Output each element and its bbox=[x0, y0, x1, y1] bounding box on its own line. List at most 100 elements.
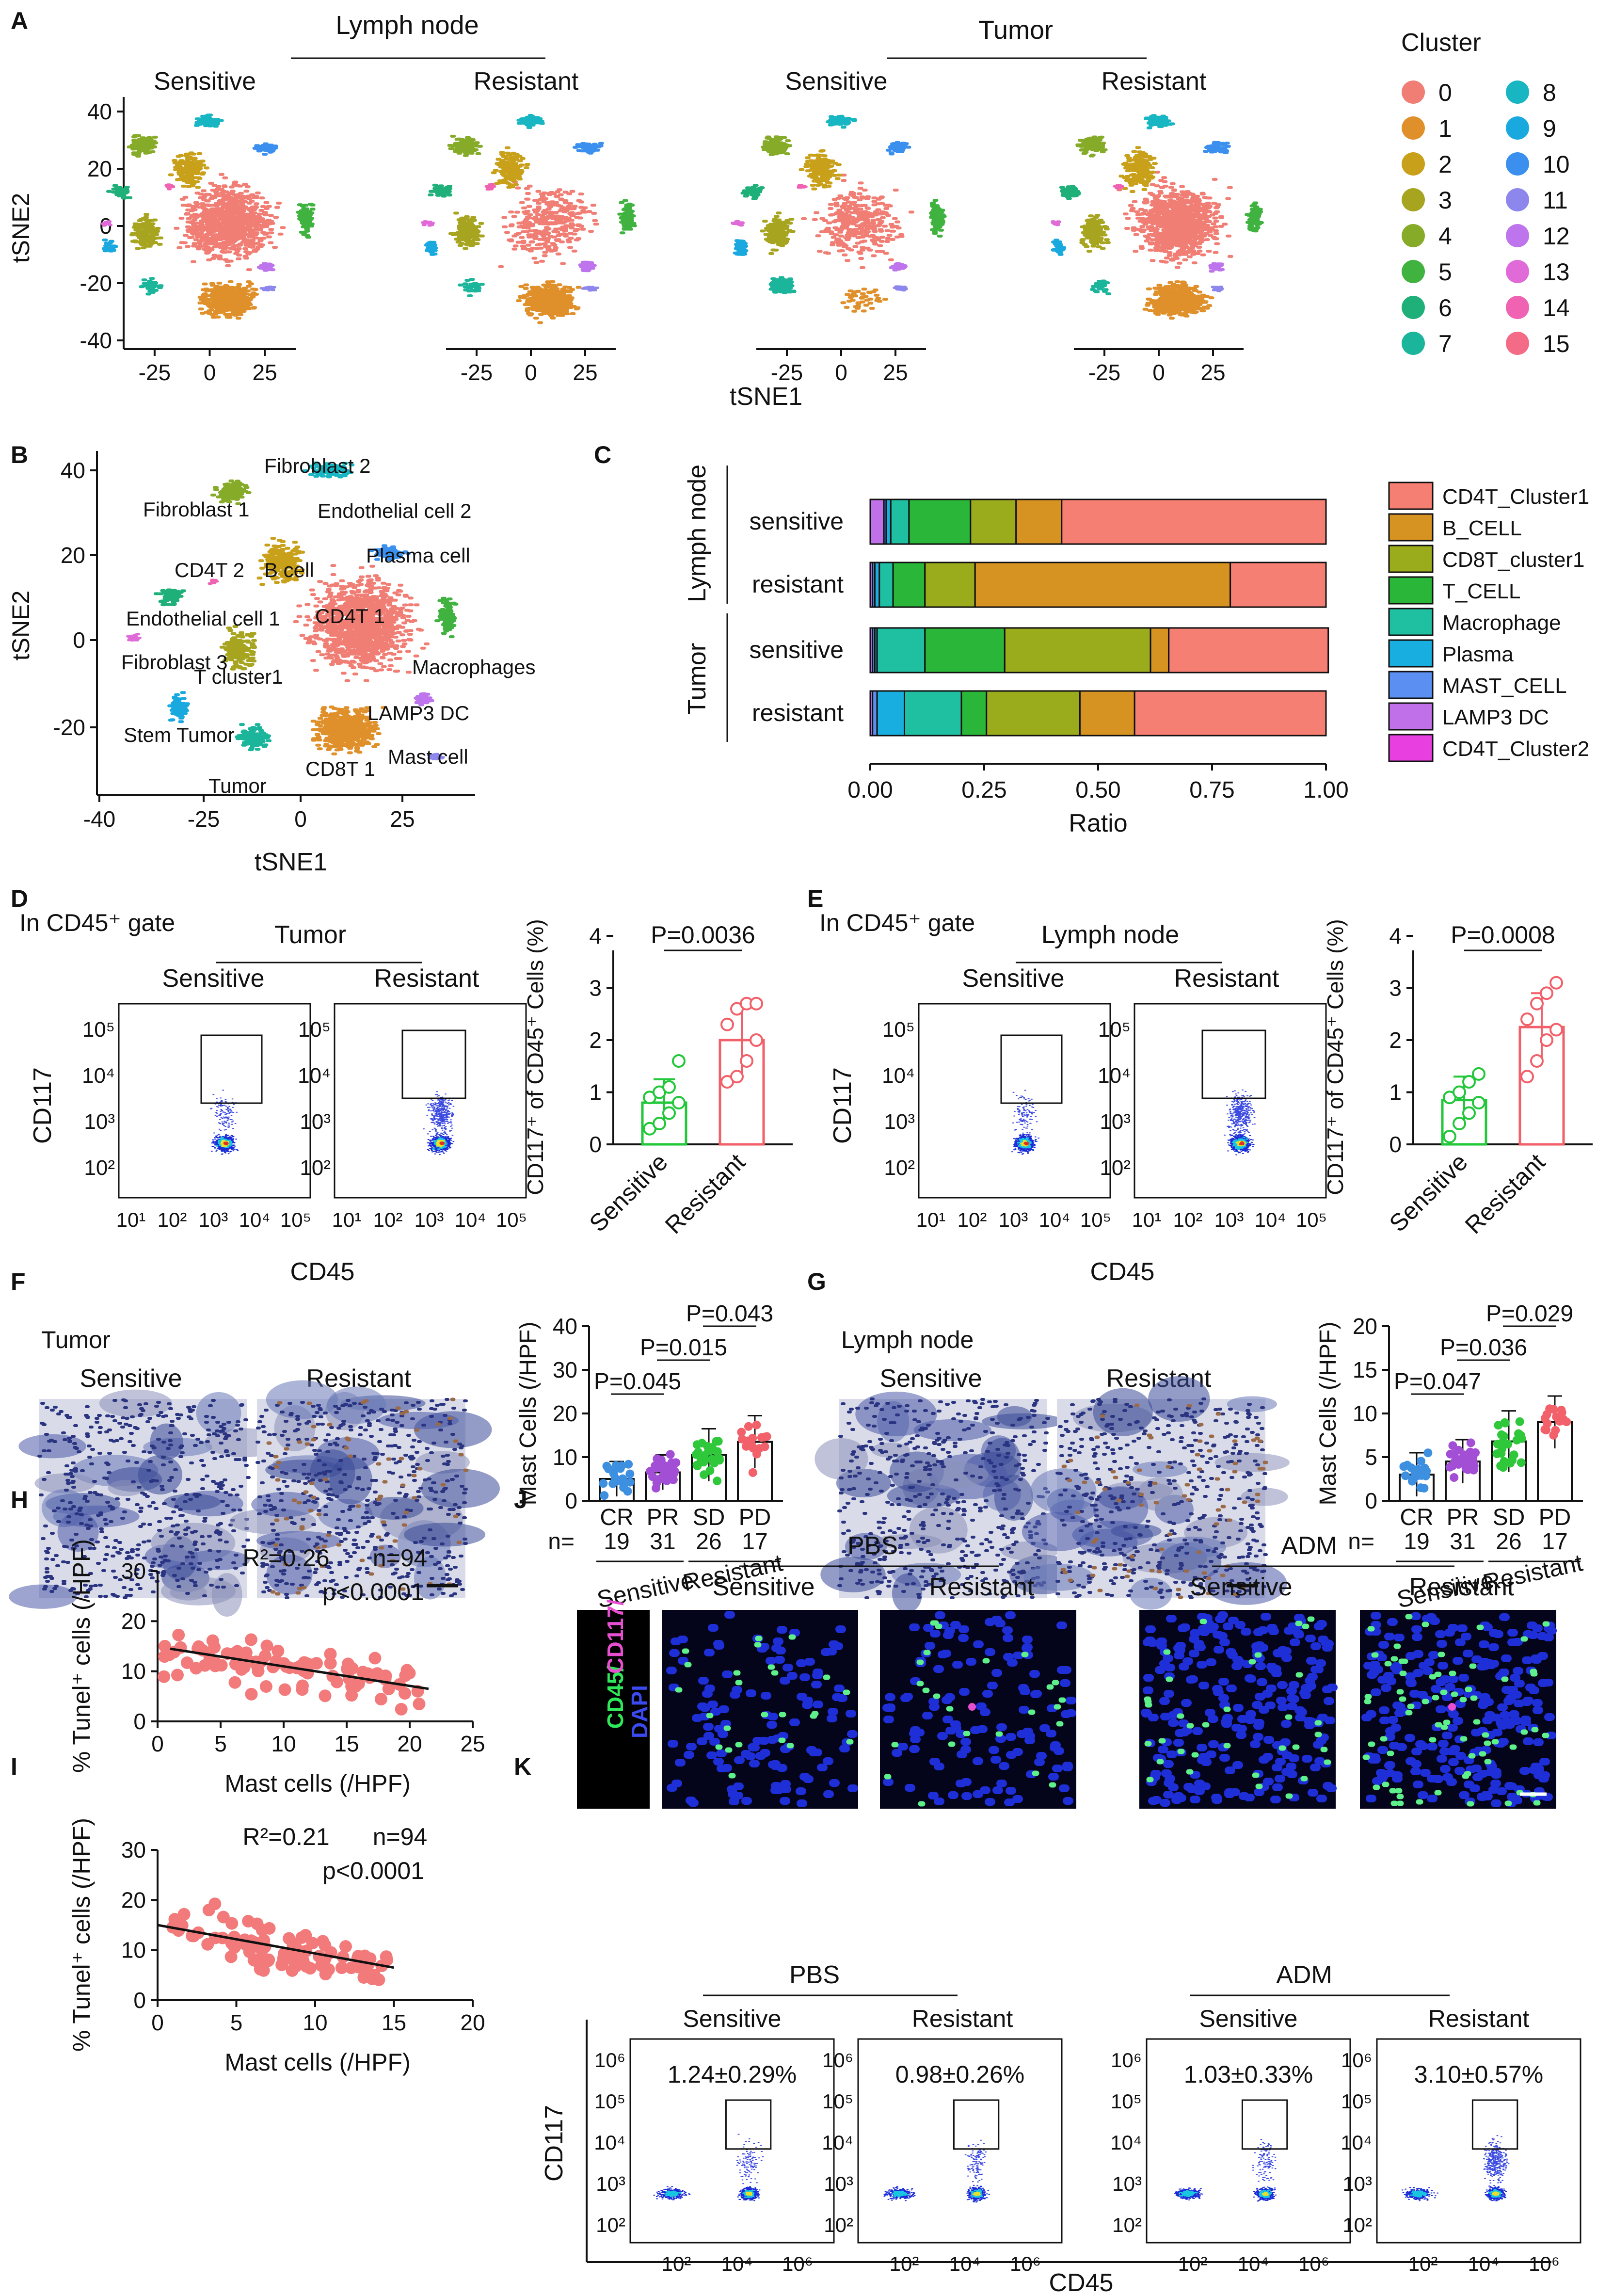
data-point bbox=[748, 1433, 757, 1443]
immunofluorescence-panel: PBS ADM Sensitive Resistant Sensitive Resista… bbox=[577, 1532, 1557, 1809]
cluster-points bbox=[1203, 141, 1231, 154]
tick-label: 25 bbox=[883, 360, 908, 385]
cluster-points bbox=[731, 220, 745, 227]
stain-legend-box bbox=[577, 1610, 650, 1809]
category-label: Sensitive bbox=[1384, 1148, 1473, 1237]
data-point bbox=[1465, 1452, 1474, 1461]
tick-label: 0 bbox=[525, 360, 537, 385]
legend-swatch bbox=[1402, 260, 1425, 283]
tick-label: -40 bbox=[80, 328, 112, 353]
legend-label: 7 bbox=[1438, 330, 1452, 357]
stacked-bar-segment bbox=[1230, 562, 1327, 608]
legend-swatch bbox=[1388, 482, 1434, 510]
cell-type-label: Fibroblast 1 bbox=[143, 498, 249, 521]
data-point bbox=[750, 1033, 763, 1047]
flow-gate bbox=[953, 2099, 1000, 2150]
cluster-points bbox=[733, 239, 749, 256]
group-title: PBS bbox=[789, 1961, 840, 1989]
subplot-title: Sensitive bbox=[154, 67, 256, 96]
tick-label: -20 bbox=[53, 715, 85, 740]
tick-label: 20 bbox=[553, 1401, 577, 1426]
data-point bbox=[1515, 1417, 1524, 1426]
tissue-cell-cluster bbox=[196, 1392, 241, 1434]
cell-type-label: Macrophages bbox=[412, 656, 535, 678]
stain-label-dapi: DAPI bbox=[627, 1685, 652, 1738]
legend-label: 12 bbox=[1543, 223, 1570, 250]
flow-gate bbox=[401, 1029, 466, 1099]
tick-label: 10⁵ bbox=[1111, 2090, 1142, 2113]
category-label: SD bbox=[1493, 1505, 1525, 1530]
data-point bbox=[662, 1080, 676, 1094]
tick-label: 10² bbox=[84, 1156, 115, 1180]
data-point bbox=[168, 1913, 181, 1926]
data-point bbox=[158, 1650, 171, 1663]
cell-type-label: Plasma cell bbox=[366, 544, 470, 567]
legend-label: 5 bbox=[1438, 258, 1452, 286]
tick-label: 10² bbox=[373, 1208, 403, 1231]
tick-label: 10² bbox=[884, 1156, 915, 1180]
category-label: CR bbox=[600, 1505, 633, 1530]
cluster-points bbox=[573, 142, 604, 155]
stained-cells bbox=[1060, 1403, 1268, 1599]
data-point bbox=[1472, 1067, 1485, 1081]
data-point bbox=[286, 1964, 299, 1977]
cell-type-label: Fibroblast 2 bbox=[264, 454, 370, 477]
data-point bbox=[1492, 1449, 1501, 1459]
legend-label: Plasma bbox=[1442, 642, 1514, 666]
tissue-cell-cluster bbox=[1148, 1376, 1210, 1422]
stacked-bar-segment bbox=[892, 562, 926, 608]
legend-swatch bbox=[1506, 152, 1529, 176]
tick-label: 20 bbox=[121, 1887, 146, 1912]
legend-swatch bbox=[1388, 734, 1434, 762]
data-point bbox=[757, 1433, 766, 1442]
cluster-points bbox=[153, 588, 186, 607]
tick-label: 15 bbox=[382, 2010, 406, 2035]
cluster-points bbox=[1079, 214, 1111, 253]
data-point bbox=[260, 1639, 273, 1653]
subplot-title: Resistant bbox=[374, 964, 479, 993]
cd117-cell bbox=[1448, 1703, 1456, 1711]
tick-label: -25 bbox=[188, 806, 220, 832]
data-point bbox=[625, 1477, 635, 1487]
panel-letter-J: J bbox=[514, 1486, 527, 1513]
regression-line bbox=[170, 1647, 429, 1690]
tick-label: 10⁶ bbox=[822, 2049, 853, 2071]
tick-label: 40 bbox=[61, 458, 85, 483]
panel-letter-B: B bbox=[11, 441, 28, 468]
cluster-points bbox=[197, 280, 259, 320]
cluster-points bbox=[256, 262, 276, 272]
tick-label: 10⁶ bbox=[1298, 2252, 1329, 2275]
cluster-points bbox=[972, 2191, 981, 2196]
cd45-cells bbox=[675, 1634, 854, 1779]
tick-label: 0 bbox=[133, 1988, 146, 2013]
tick-label: 10⁴ bbox=[455, 1208, 486, 1231]
cd117-cell bbox=[968, 1703, 976, 1711]
legend-swatch bbox=[1506, 224, 1529, 247]
gate-percentage: 1.03±0.33% bbox=[1184, 2061, 1313, 2088]
legend-label: 0 bbox=[1438, 79, 1452, 106]
tissue-cell-cluster bbox=[108, 1480, 144, 1496]
tick-label: 10³ bbox=[596, 2172, 625, 2195]
stacked-bar-segment bbox=[1004, 627, 1151, 674]
cluster-points bbox=[484, 183, 496, 191]
legend-label: LAMP3 DC bbox=[1442, 706, 1549, 729]
legend-label: CD4T_Cluster1 bbox=[1442, 485, 1589, 509]
cluster-points bbox=[745, 2191, 753, 2196]
cluster-points bbox=[491, 146, 530, 189]
group-title: ADM bbox=[1276, 1961, 1332, 1989]
tick-label: 10⁵ bbox=[1098, 1018, 1131, 1042]
data-point bbox=[752, 1420, 761, 1429]
subplot-title: Sensitive bbox=[713, 1573, 815, 1601]
panel-letter-K: K bbox=[514, 1753, 531, 1780]
tissue-label: Lymph node bbox=[841, 1326, 974, 1353]
tick-label: 10⁴ bbox=[298, 1064, 331, 1088]
group-title-lymph: Lymph node bbox=[335, 11, 479, 40]
cluster-points bbox=[1144, 114, 1175, 129]
tick-label: 10³ bbox=[415, 1208, 444, 1231]
tick-label: 10⁵ bbox=[280, 1208, 311, 1231]
cluster-points bbox=[1051, 220, 1061, 226]
group-title: Tumor bbox=[274, 921, 346, 949]
tick-label: 10⁴ bbox=[1039, 1208, 1070, 1231]
